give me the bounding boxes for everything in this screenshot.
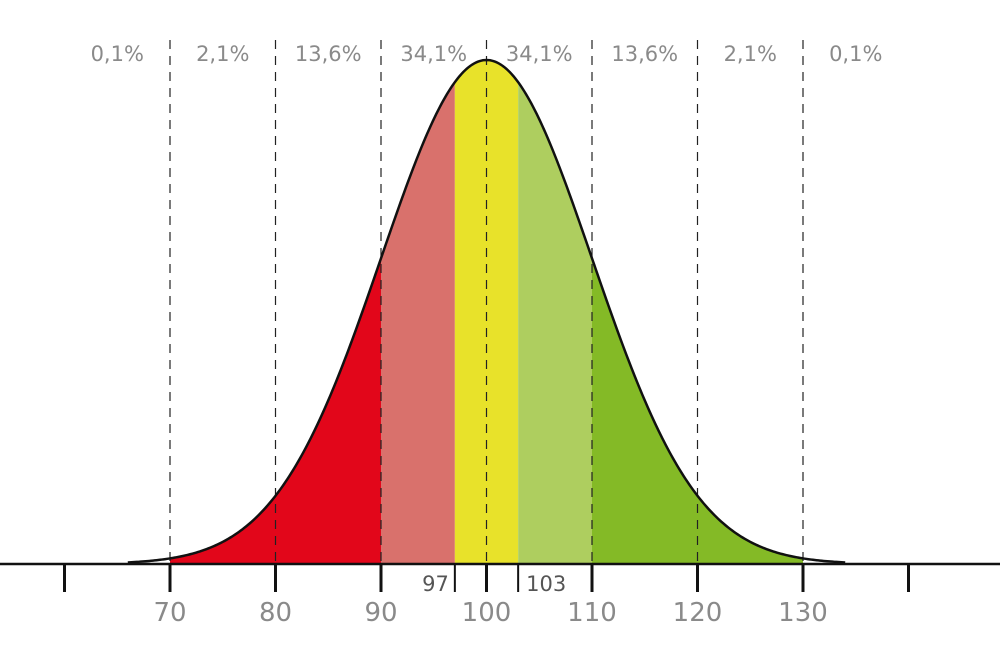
percent-label-6: 2,1% xyxy=(724,42,777,66)
labels-layer: 70 80 90 100 110 120 130 97 103 0,1% 2,1% 13,6% 34,1… xyxy=(91,42,883,628)
percent-label-3: 34,1% xyxy=(400,42,467,66)
tick-label-80: 80 xyxy=(259,598,292,628)
percent-label-5: 13,6% xyxy=(611,42,678,66)
percent-label-0: 0,1% xyxy=(91,42,144,66)
tick-label-110: 110 xyxy=(567,598,617,628)
region-1 xyxy=(381,82,455,565)
percent-label-7: 0,1% xyxy=(829,42,882,66)
percent-label-2: 13,6% xyxy=(295,42,362,66)
inner-tick-label-97: 97 xyxy=(422,572,449,596)
x-axis xyxy=(0,562,1000,592)
tick-label-100: 100 xyxy=(462,598,512,628)
dashed-guides xyxy=(169,40,804,564)
inner-tick-label-103: 103 xyxy=(526,572,566,596)
region-4 xyxy=(592,258,803,564)
region-0 xyxy=(170,258,381,564)
percent-label-1: 2,1% xyxy=(196,42,249,66)
tick-label-120: 120 xyxy=(673,598,723,628)
curve-layer xyxy=(127,58,846,564)
shaded-regions xyxy=(170,60,803,565)
curve-outline xyxy=(127,58,846,564)
percent-label-4: 34,1% xyxy=(506,42,573,66)
region-3 xyxy=(518,82,592,565)
tick-label-130: 130 xyxy=(778,598,828,628)
tick-label-70: 70 xyxy=(153,598,186,628)
tick-label-90: 90 xyxy=(364,598,397,628)
